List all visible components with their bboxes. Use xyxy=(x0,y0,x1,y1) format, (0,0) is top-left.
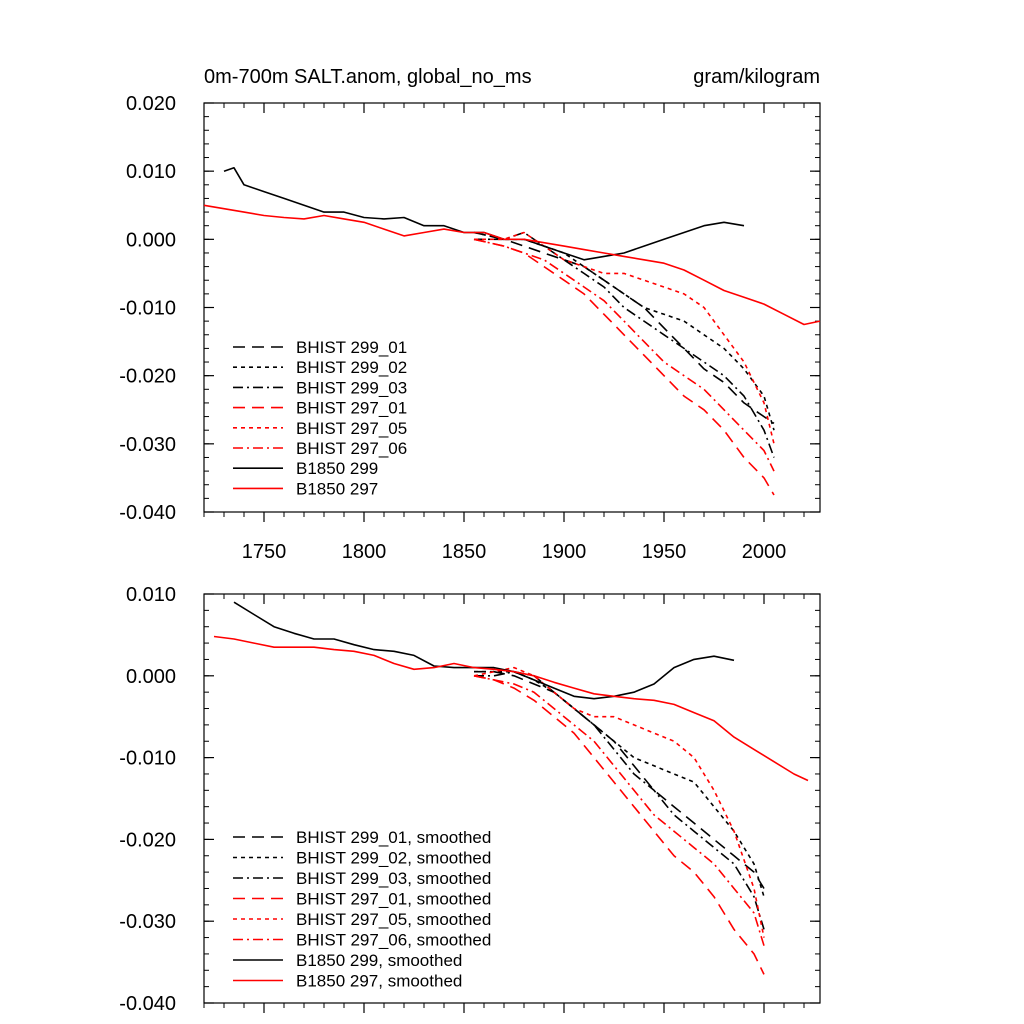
y-tick-label: -0.010 xyxy=(119,748,176,770)
chart-title: 0m-700m SALT.anom, global_no_ms xyxy=(204,66,532,88)
legend-label: B1850 297, smoothed xyxy=(296,972,462,991)
y-tick-label: 0.020 xyxy=(126,93,176,115)
legend-label: BHIST 299_01 xyxy=(296,338,407,357)
series-line-b1850-297-smoothed xyxy=(213,635,809,782)
legend-label: B1850 299 xyxy=(296,459,378,478)
x-tick-label: 1750 xyxy=(242,541,287,563)
y-tick-label: -0.020 xyxy=(119,366,176,388)
series-line-bhist-297-06-smoothed xyxy=(473,675,765,946)
y-tick-label: -0.020 xyxy=(119,829,176,851)
legend-label: BHIST 299_02, smoothed xyxy=(296,849,491,868)
y-tick-label: -0.010 xyxy=(119,298,176,320)
legend-label: BHIST 297_01 xyxy=(296,399,407,418)
units-label: gram/kilogram xyxy=(693,66,820,88)
series-line-b1850-297 xyxy=(203,204,821,326)
y-tick-label: 0.010 xyxy=(126,161,176,183)
y-tick-label: -0.040 xyxy=(119,993,176,1015)
legend-label: BHIST 299_03 xyxy=(296,378,407,397)
legend-label: BHIST 297_01, smoothed xyxy=(296,890,491,909)
series-line-b1850-299-smoothed xyxy=(233,601,735,700)
top-axes: 0.020 0.010 0.000 -0.010 -0.020 -0.030 -0.040 1… xyxy=(119,93,821,563)
series-line-bhist-299-02 xyxy=(473,231,775,431)
legend-label: B1850 299, smoothed xyxy=(296,951,462,970)
y-tick-label: 0.000 xyxy=(126,229,176,251)
bottom-legend: BHIST 299_01, smoothed BHIST 299_02, smoo… xyxy=(233,828,491,991)
series-line-bhist-299-03 xyxy=(474,231,775,458)
x-tick-label: 1850 xyxy=(442,541,487,563)
series-line-bhist-299-01-smoothed xyxy=(474,670,765,889)
plot-frame xyxy=(203,593,821,1004)
top-series-layer xyxy=(203,167,821,496)
x-tick-label: 2000 xyxy=(742,541,787,563)
series-line-bhist-297-01-smoothed xyxy=(473,675,765,975)
y-tick-label: 0.000 xyxy=(126,666,176,688)
legend-label: BHIST 299_03, smoothed xyxy=(296,869,491,888)
bottom-series-layer xyxy=(213,601,809,975)
bottom-axes: 0.010 0.000 -0.010 -0.020 -0.030 -0.040 xyxy=(119,584,821,1015)
legend-label: BHIST 299_01, smoothed xyxy=(296,828,491,847)
y-tick-label: -0.030 xyxy=(119,911,176,933)
series-line-bhist-297-05-smoothed xyxy=(473,666,765,938)
x-tick-label: 1900 xyxy=(542,541,587,563)
legend-label: BHIST 297_06 xyxy=(296,439,407,458)
series-line-bhist-297-06 xyxy=(473,238,775,472)
x-tick-label: 1800 xyxy=(342,541,387,563)
legend-label: BHIST 297_05, smoothed xyxy=(296,910,491,929)
y-tick-label: -0.040 xyxy=(119,502,176,524)
legend-label: BHIST 297_05 xyxy=(296,419,407,438)
series-line-bhist-297-01 xyxy=(473,238,775,496)
series-line-bhist-299-03-smoothed xyxy=(474,670,765,930)
bottom-panel: 0.010 0.000 -0.010 -0.020 -0.030 -0.040 BHIST… xyxy=(119,584,821,1015)
x-tick-label: 1950 xyxy=(642,541,687,563)
y-tick-label: -0.030 xyxy=(119,434,176,456)
legend-label: BHIST 297_06, smoothed xyxy=(296,931,491,950)
top-panel: 0m-700m SALT.anom, global_no_ms gram/kil… xyxy=(119,66,821,563)
legend-label: B1850 297 xyxy=(296,479,378,498)
y-tick-label: 0.010 xyxy=(126,584,176,606)
legend-label: BHIST 299_02 xyxy=(296,358,407,377)
